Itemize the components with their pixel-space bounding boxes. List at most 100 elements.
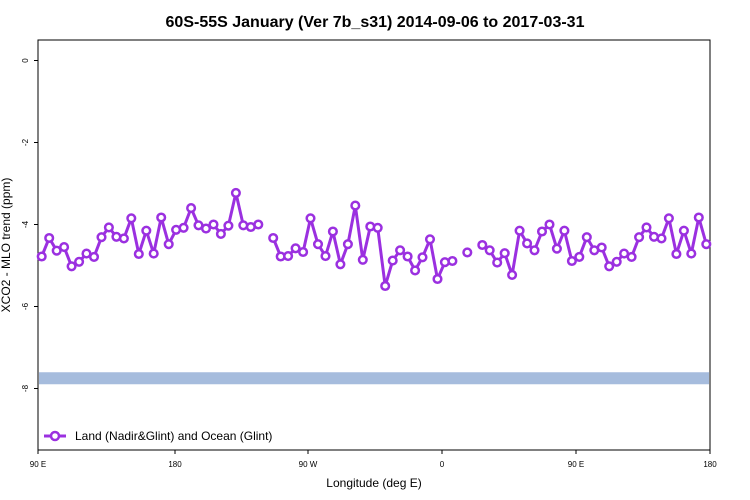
y-axis: 0 -2 -4 -6 -8 <box>21 58 38 392</box>
data-point <box>544 219 555 230</box>
x-axis-label: Longitude (deg E) <box>326 476 421 490</box>
data-point <box>402 251 413 262</box>
data-point <box>380 280 391 292</box>
data-point <box>59 242 70 253</box>
x-tick-label: 90 E <box>30 460 46 469</box>
series-line <box>271 204 453 288</box>
x-tick-label: 180 <box>168 460 182 469</box>
y-axis-label: XCO2 - MLO trend (ppm) <box>0 178 13 313</box>
data-point <box>118 233 129 244</box>
data-point <box>417 252 428 263</box>
data-point <box>215 228 226 239</box>
data-point <box>424 234 436 245</box>
data-point <box>36 251 47 262</box>
data-point <box>514 225 525 236</box>
data-point <box>581 232 592 243</box>
legend-label: Land (Nadir&Glint) and Ocean (Glint) <box>75 429 272 443</box>
data-point <box>522 238 533 249</box>
data-point <box>395 245 406 256</box>
data-point <box>208 219 219 230</box>
data-point <box>96 232 107 243</box>
data-point <box>492 257 503 268</box>
data-point <box>507 269 518 280</box>
data-point <box>663 213 674 224</box>
data-point <box>103 222 114 233</box>
x-tick-label: 90 E <box>568 460 584 469</box>
data-point <box>686 248 697 259</box>
reference-band <box>39 372 709 385</box>
data-point <box>74 256 85 267</box>
data-point <box>611 256 622 267</box>
data-point <box>477 239 488 251</box>
data-point <box>290 243 301 254</box>
data-point <box>678 225 689 236</box>
data-point <box>156 212 167 223</box>
x-tick-label: 180 <box>703 460 717 469</box>
data-point <box>312 239 324 250</box>
data-point <box>634 232 645 243</box>
data-point <box>372 222 383 233</box>
legend-marker-swatch <box>49 430 61 442</box>
data-point <box>484 245 495 256</box>
data-point <box>268 232 279 244</box>
data-point <box>604 261 615 272</box>
data-point <box>44 232 55 244</box>
y-tick-label: -8 <box>21 384 30 392</box>
data-point <box>51 245 62 256</box>
data-point <box>178 222 189 233</box>
data-point <box>305 213 316 224</box>
plot-frame <box>37 39 711 451</box>
data-point <box>141 225 152 236</box>
data-point <box>551 243 562 254</box>
data-point <box>88 251 100 262</box>
y-tick-label: 0 <box>21 58 30 63</box>
data-point <box>596 242 607 253</box>
data-point <box>357 254 368 265</box>
data-point <box>626 251 637 262</box>
reference-band-rect <box>39 372 709 385</box>
data-point <box>342 239 353 250</box>
data-point <box>671 248 682 260</box>
data-point <box>350 200 361 211</box>
data-point <box>200 223 212 234</box>
legend: Land (Nadir&Glint) and Ocean (Glint) <box>44 429 272 443</box>
y-tick-label: -4 <box>21 220 30 228</box>
data-point <box>133 248 144 260</box>
data-point <box>126 213 137 224</box>
data-point <box>223 220 234 231</box>
y-tick-label: -2 <box>21 138 30 146</box>
y-tick-label: -6 <box>21 302 30 310</box>
data-point <box>298 246 309 258</box>
x-axis: 90 E 180 90 W 0 90 E 180 <box>30 450 717 469</box>
data-point <box>574 251 585 262</box>
data-point <box>536 226 548 237</box>
data-point <box>387 255 398 266</box>
data-point <box>327 226 338 237</box>
data-point <box>693 212 704 223</box>
data-point <box>230 187 241 198</box>
data-point <box>529 245 540 256</box>
data-point <box>148 248 159 259</box>
data-point <box>701 239 712 250</box>
data-point <box>559 225 570 236</box>
series-layer <box>36 187 712 292</box>
data-point <box>447 255 458 267</box>
data-point <box>656 233 667 244</box>
data-point <box>432 273 443 285</box>
data-point <box>66 261 77 272</box>
data-point <box>320 251 331 262</box>
data-point <box>499 248 510 259</box>
data-point <box>283 251 294 262</box>
x-tick-label: 90 W <box>299 460 318 469</box>
x-tick-label: 0 <box>440 460 445 469</box>
data-point <box>410 265 421 276</box>
data-point <box>186 203 197 214</box>
data-point <box>335 259 346 270</box>
data-point <box>462 247 473 258</box>
data-point <box>253 219 264 230</box>
data-point <box>163 239 174 250</box>
data-point <box>641 222 652 233</box>
chart-title: 60S-55S January (Ver 7b_s31) 2014-09-06 … <box>166 14 585 31</box>
data-point <box>566 255 577 267</box>
